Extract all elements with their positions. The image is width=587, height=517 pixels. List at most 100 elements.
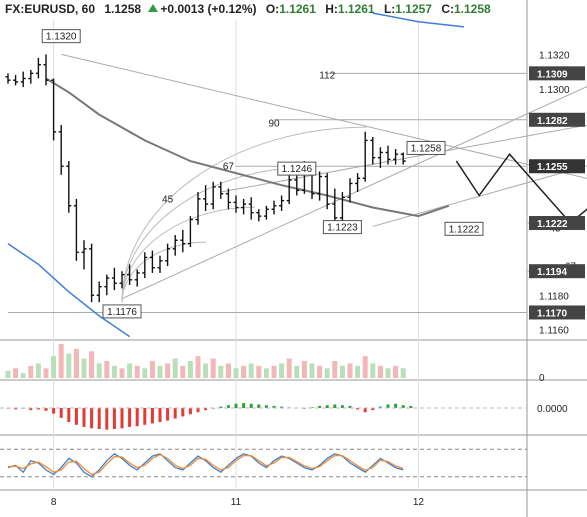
volume-bar <box>195 356 201 378</box>
annotation-box <box>322 220 362 235</box>
macd-bar <box>340 405 344 408</box>
stoch-d-line <box>7 453 404 476</box>
price-tag-label: 1.1222 <box>537 219 568 230</box>
x-tick-label: 11 <box>231 497 242 508</box>
price-tag <box>529 264 585 279</box>
volume-bar <box>347 363 353 378</box>
open-value: 1.1261 <box>279 2 316 16</box>
macd-bar <box>112 408 116 429</box>
macd-bar <box>371 408 375 411</box>
price-tag <box>529 216 585 231</box>
macd-bar <box>150 408 154 424</box>
macd-bar <box>264 405 268 408</box>
macd-bar <box>158 408 162 422</box>
volume-bar <box>35 363 41 378</box>
annotation-box <box>277 161 317 176</box>
volume-bar <box>210 358 216 378</box>
macd-bar <box>173 408 177 419</box>
volume-bar <box>301 361 307 378</box>
volume-bar <box>248 363 254 378</box>
x-tick-label: 8 <box>51 497 57 508</box>
volume-bar <box>225 363 231 378</box>
macd-bar <box>401 405 405 408</box>
macd-bar <box>219 406 223 408</box>
macd-bar <box>97 408 101 429</box>
annotation-label: 1.1258 <box>411 143 442 154</box>
volume-bar <box>73 348 79 378</box>
volume-bar <box>134 365 140 378</box>
macd-bar <box>234 403 238 408</box>
volume-bar <box>203 363 209 378</box>
annotation-label: 1.1176 <box>107 307 137 318</box>
price-tag <box>529 112 585 127</box>
blue-line-top <box>372 12 465 28</box>
volume-bar <box>187 361 193 378</box>
macd-bar <box>378 406 382 408</box>
symbol-label[interactable]: FX:EURUSD, 60 <box>5 2 96 16</box>
volume-bar <box>28 365 34 378</box>
low-label: L: <box>383 2 396 16</box>
macd-bar <box>44 408 48 411</box>
volume-bar <box>58 344 64 378</box>
price-tag-label: 1.1194 <box>537 267 567 278</box>
volume-zero-label: 0 <box>539 373 545 384</box>
volume-bar <box>393 365 399 378</box>
chart-header: FX:EURUSD, 60 1.1258 +0.0013 (+0.12%) O:… <box>5 2 491 16</box>
volume-bar <box>119 368 125 378</box>
macd-bar <box>386 404 390 408</box>
fib-label: 45 <box>162 194 174 205</box>
volume-bar <box>385 368 391 378</box>
macd-zero-label: 0.0000 <box>537 404 568 415</box>
macd-bar <box>348 405 352 408</box>
macd-bar <box>36 408 40 410</box>
macd-bar <box>166 408 170 421</box>
volume-bar <box>66 353 72 378</box>
volume-bar <box>332 361 338 378</box>
volume-bar <box>241 365 247 378</box>
volume-bar <box>51 356 57 378</box>
annotation-label: 1.1222 <box>449 224 480 235</box>
volume-bar <box>13 368 19 378</box>
volume-bar <box>20 373 26 378</box>
annotation-label: 1.1320 <box>46 32 77 43</box>
moving-average-line <box>45 77 450 218</box>
trend-line <box>61 53 587 179</box>
macd-bar <box>242 403 246 408</box>
volume-bar <box>279 363 285 378</box>
trend-line <box>220 124 587 193</box>
volume-bar <box>263 368 269 378</box>
macd-bar <box>128 408 132 427</box>
volume-bar <box>339 365 345 378</box>
volume-bar <box>317 365 323 378</box>
last-price: 1.1258 <box>104 2 142 16</box>
macd-bar <box>196 408 200 413</box>
fib-arc <box>121 206 256 303</box>
price-tag <box>529 66 585 81</box>
price-tag <box>529 159 585 174</box>
volume-bar <box>400 368 406 378</box>
close-label: C: <box>441 2 454 16</box>
macd-bar <box>280 406 284 408</box>
volume-bar <box>96 363 102 378</box>
macd-bar <box>105 408 109 430</box>
volume-bar <box>81 358 87 378</box>
macd-bar <box>325 405 329 408</box>
high-value: 1.1261 <box>337 2 375 16</box>
volume-bar <box>218 365 224 378</box>
price-tag-label: 1.1309 <box>537 69 568 80</box>
volume-bar <box>233 368 239 378</box>
volume-bar <box>43 368 49 378</box>
macd-bar <box>52 408 56 414</box>
macd-bar <box>204 408 208 411</box>
fib-label: 90 <box>268 119 280 130</box>
x-tick-label: 12 <box>413 497 425 508</box>
macd-bar <box>74 408 78 425</box>
volume-bar <box>127 363 133 378</box>
macd-bar <box>181 408 185 417</box>
macd-bar <box>318 405 322 408</box>
macd-bar <box>257 404 261 408</box>
macd-bar <box>29 408 33 411</box>
volume-bar <box>309 363 315 378</box>
